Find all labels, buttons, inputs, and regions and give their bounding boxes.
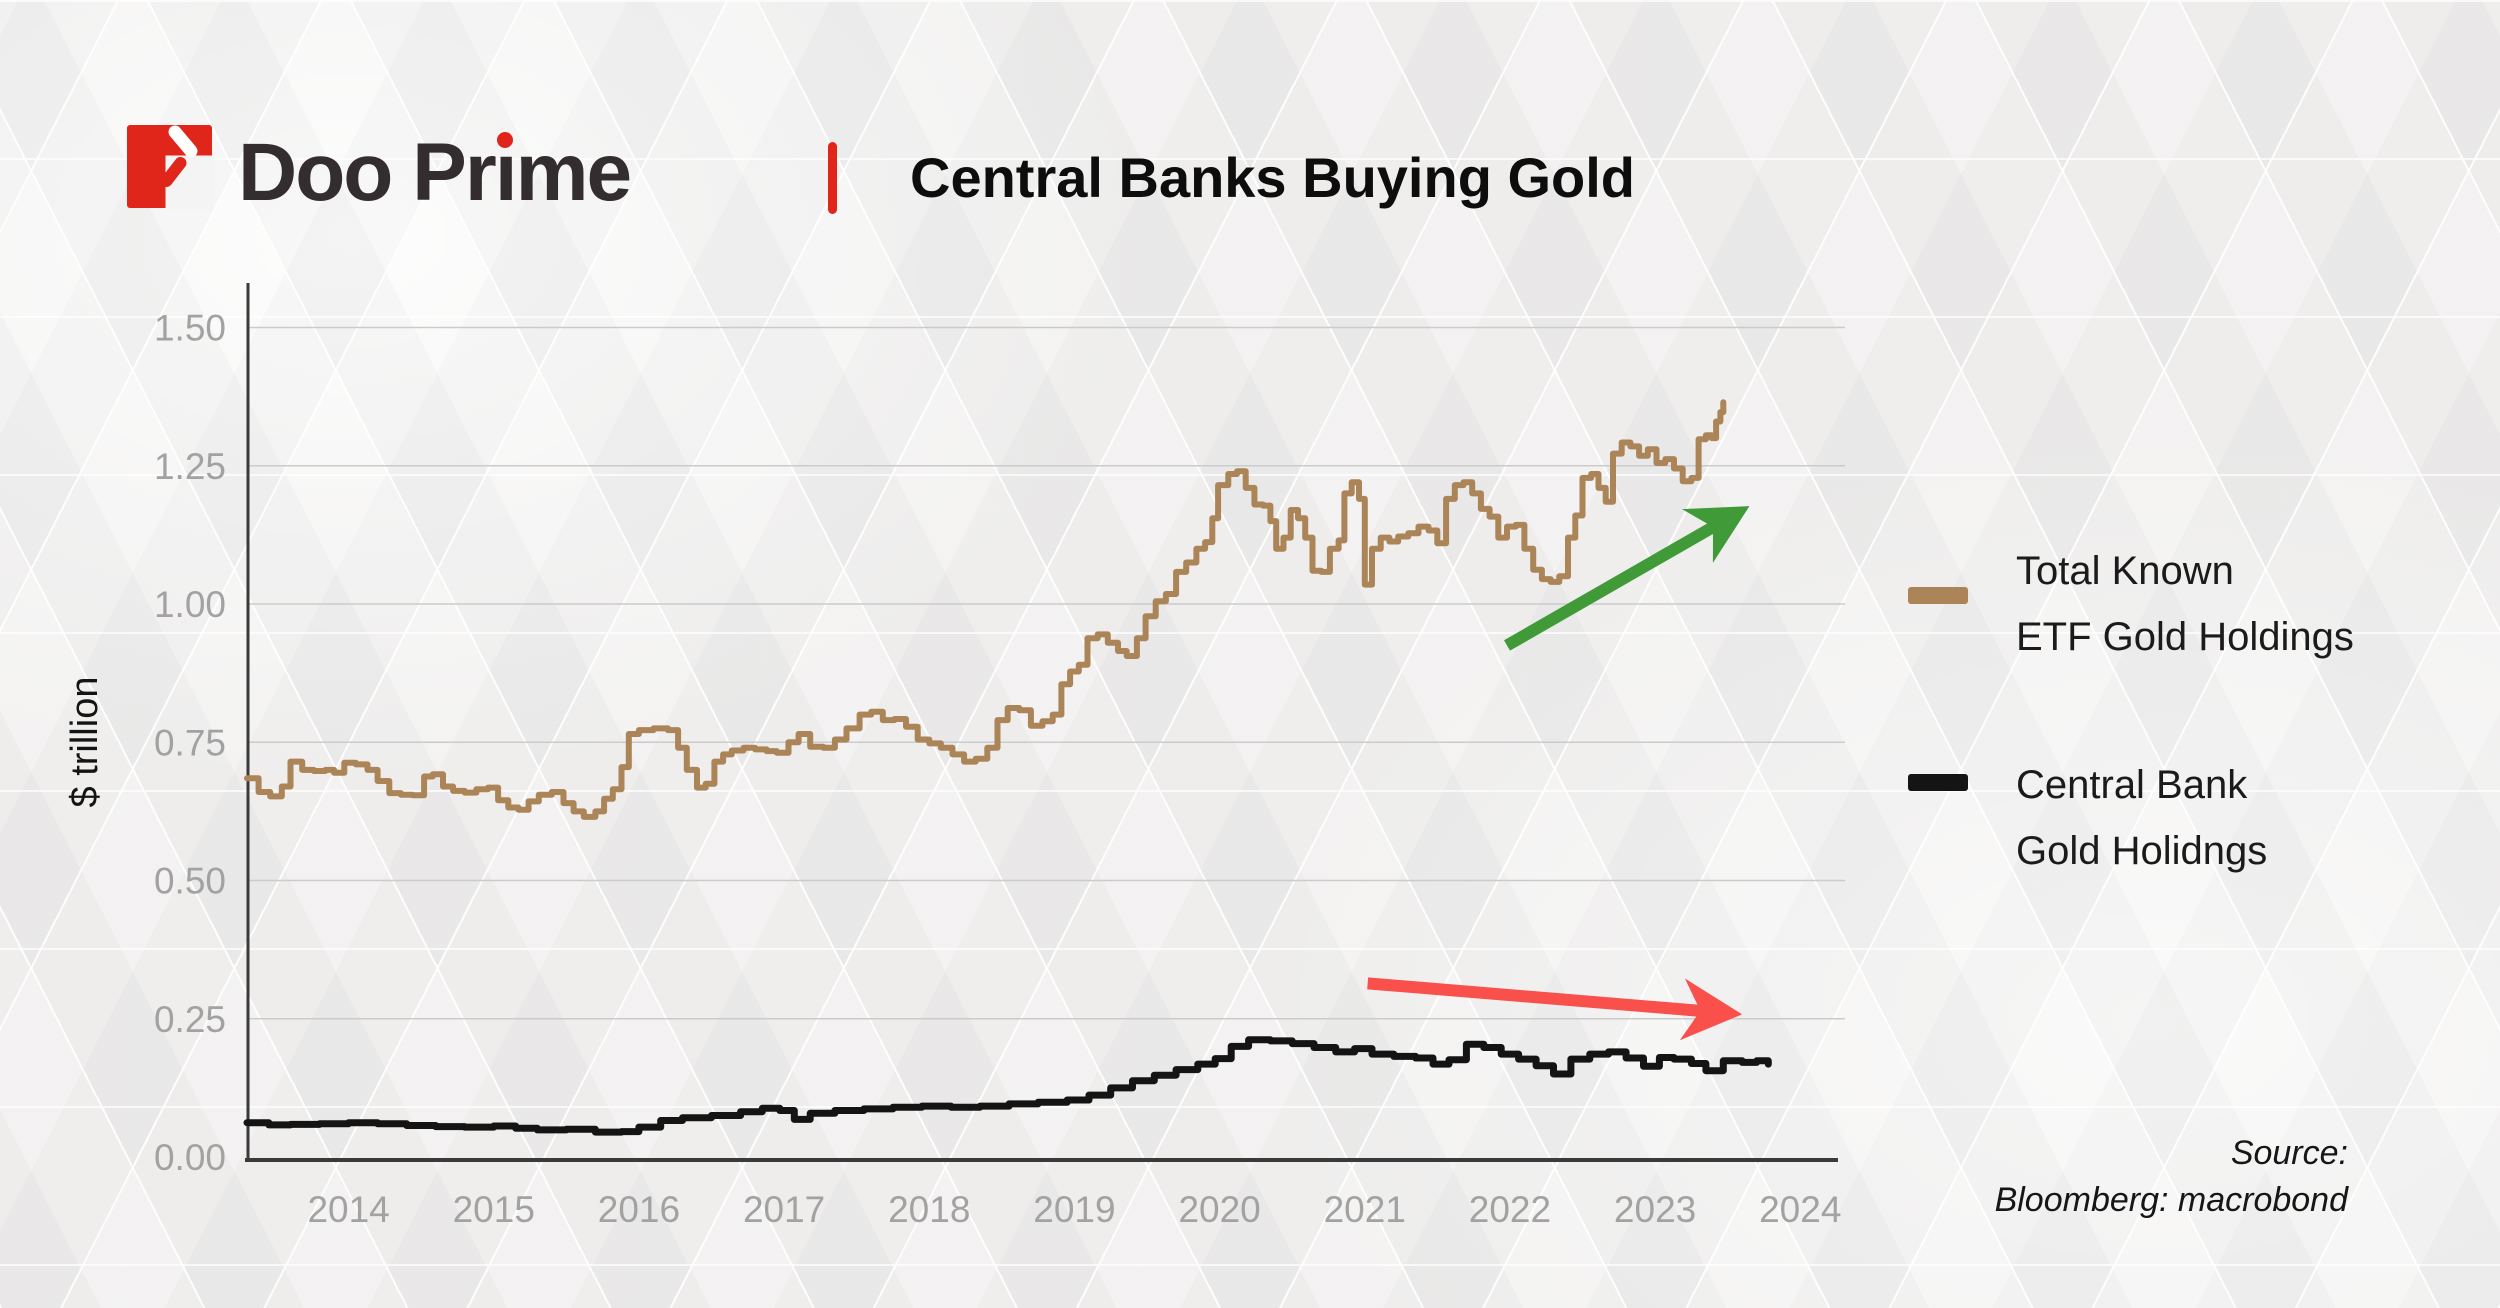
brand-wordmark-pre: Doo Pr	[238, 127, 497, 218]
brand-wordmark-i: ı	[494, 127, 518, 218]
downtrend-arrow-icon	[1367, 977, 1743, 1041]
y-tick-1.25: 1.25	[154, 446, 226, 487]
source-value: Bloomberg: macrobond	[1994, 1181, 2348, 1219]
gridlines	[247, 326, 1845, 1020]
legend-swatch-central-bank	[1908, 774, 1968, 791]
doo-prime-logo-icon	[127, 125, 213, 209]
y-axis-title: $ trillion	[64, 677, 106, 808]
x-tick-2023: 2023	[1614, 1189, 1696, 1230]
y-tick-1.00: 1.00	[154, 584, 226, 625]
axis-tick-labels: 0.00 0.25 0.50 0.75 1.00 1.25 1.50 2014 2015 2016…	[154, 308, 1841, 1231]
x-tick-2017: 2017	[743, 1189, 825, 1230]
series-central-bank-gold-holidngs	[243, 1036, 1772, 1136]
x-tick-2021: 2021	[1324, 1189, 1406, 1230]
page-title: Central Banks Buying Gold	[910, 146, 1635, 209]
x-tick-2016: 2016	[598, 1189, 680, 1230]
x-tick-2020: 2020	[1178, 1189, 1260, 1230]
x-tick-2022: 2022	[1469, 1189, 1551, 1230]
x-tick-2019: 2019	[1033, 1189, 1115, 1230]
legend-item-central-bank-holdings: Central Bank Gold Holidngs	[1908, 752, 2267, 884]
source-attribution: Source: Bloomberg: macrobond	[1995, 1130, 2348, 1224]
uptrend-arrow-icon	[1504, 506, 1750, 651]
y-tick-0.75: 0.75	[154, 722, 226, 763]
brand-wordmark: Doo Prıme	[238, 131, 632, 215]
header-divider	[828, 142, 837, 214]
source-label: Source:	[2230, 1134, 2348, 1172]
x-tick-2015: 2015	[453, 1189, 535, 1230]
legend-swatch-etf	[1908, 587, 1968, 604]
y-tick-0.25: 0.25	[154, 999, 226, 1040]
brand-wordmark-post: me	[515, 127, 633, 218]
series-total-known-etf-gold-holdings	[244, 399, 1727, 820]
legend-item-etf-gold-holdings: Total Known ETF Gold Holdings	[1908, 538, 2354, 670]
legend-label-etf: Total Known ETF Gold Holdings	[2016, 549, 2354, 659]
x-tick-2014: 2014	[307, 1189, 389, 1230]
y-tick-0.50: 0.50	[154, 861, 226, 902]
legend-label-central-bank: Central Bank Gold Holidngs	[2016, 763, 2268, 873]
y-tick-1.50: 1.50	[154, 308, 226, 349]
x-tick-2024: 2024	[1759, 1189, 1841, 1230]
x-tick-2018: 2018	[888, 1189, 970, 1230]
y-tick-0.00: 0.00	[154, 1137, 226, 1178]
